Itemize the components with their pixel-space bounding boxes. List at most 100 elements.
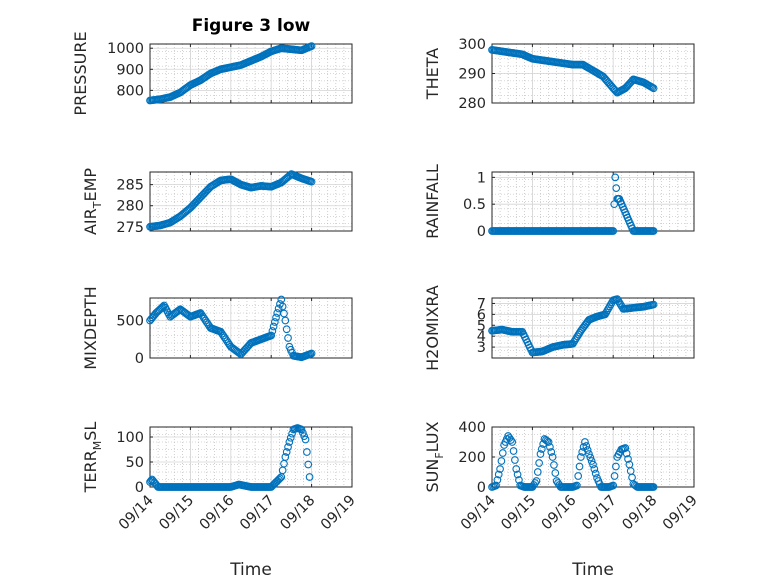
data-point: [298, 428, 307, 437]
data-point: [649, 483, 658, 491]
y-tick-label: 285: [116, 178, 144, 194]
y-tick-label: 280: [458, 96, 486, 112]
data-point: [612, 462, 620, 471]
data-point: [570, 338, 578, 346]
data-point: [282, 325, 291, 334]
data-point: [513, 470, 522, 479]
y-axis-label-subscript: M: [91, 441, 104, 451]
data-point: [529, 481, 538, 489]
data-point: [609, 227, 618, 235]
data-point: [493, 476, 502, 484]
data-point: [307, 42, 316, 50]
data-point: [284, 334, 292, 342]
y-tick-label: 800: [116, 83, 144, 99]
y-axis-label-part: EMP: [81, 168, 100, 202]
x-tick-label: 09/14: [116, 493, 157, 534]
data-point: [649, 300, 658, 309]
data-point: [582, 442, 591, 450]
data-point: [609, 481, 618, 490]
data-point: [498, 449, 507, 457]
data-point: [492, 481, 500, 490]
data-point: [581, 438, 589, 446]
data-point: [577, 453, 585, 461]
data-point: [504, 432, 513, 440]
data-point: [578, 448, 587, 456]
data-point: [157, 303, 166, 312]
y-axis-label-part: SL: [81, 422, 100, 441]
axes-box: [149, 43, 353, 104]
data-point: [535, 459, 543, 467]
data-point: [574, 330, 583, 339]
y-axis-label-part: TERR: [81, 450, 100, 493]
y-tick-label: 0.5: [463, 197, 486, 213]
subplot-sunflux: 0 200 400 SUNFLUX 09/14 09/15 09/16 09/17 09/18 0…: [423, 420, 701, 580]
data-point: [571, 336, 579, 344]
data-point: [614, 297, 623, 305]
data-point: [507, 436, 515, 444]
y-tick-label: 7: [477, 296, 486, 312]
subplot-air_temp: 275 280 285 AIRTEMP: [81, 168, 353, 236]
data-point: [268, 327, 277, 335]
data-point: [274, 475, 283, 484]
data-point: [532, 477, 541, 485]
y-tick-label: 1: [477, 170, 486, 186]
y-tick-label: 400: [458, 420, 486, 436]
subplot-rainfall: 0 0.5 1 RAINFALL: [423, 164, 695, 240]
x-tick-label: 09/15: [156, 493, 197, 534]
x-tick-label: 09/19: [318, 493, 359, 534]
data-point: [624, 455, 632, 463]
data-point: [497, 457, 506, 465]
data-point: [269, 322, 278, 331]
y-tick-label: 0: [477, 480, 486, 496]
data-point: [508, 438, 517, 446]
y-axis-label: MIXDEPTH: [81, 286, 100, 369]
data-point: [536, 450, 545, 458]
data-point: [585, 450, 593, 458]
y-tick-label: 0: [477, 224, 486, 240]
x-tick-label: 09/16: [197, 493, 238, 534]
x-tick-label: 09/16: [539, 493, 580, 534]
data-point: [544, 438, 553, 446]
subplot-terr_msl: 0 50 100 TERRMSL 09/14 09/15 09/16 09/17 09/18 09…: [81, 422, 359, 580]
y-tick-label: 290: [458, 67, 486, 83]
data-point: [548, 453, 557, 461]
data-point: [611, 173, 620, 182]
data-point: [574, 472, 583, 480]
data-point: [546, 443, 554, 451]
x-axis-label: Time: [229, 560, 272, 580]
data-point: [511, 456, 519, 464]
y-tick-label: 0: [135, 480, 144, 496]
data-point: [285, 438, 294, 446]
data-point: [281, 316, 290, 325]
subplot-mixdepth: 0 500 MIXDEPTH: [81, 286, 353, 370]
y-tick-label: 100: [116, 430, 144, 446]
y-axis-label: SUNFLUX: [423, 421, 446, 492]
data-point: [572, 334, 581, 343]
data-point: [621, 444, 630, 452]
y-tick-label: 280: [116, 199, 144, 215]
data-point: [613, 295, 622, 303]
x-tick-label: 09/17: [579, 493, 620, 534]
data-point: [568, 339, 577, 348]
data-point: [297, 425, 306, 434]
y-axis-label: H2OMIXRA: [423, 285, 442, 371]
y-tick-label: 0: [135, 351, 144, 367]
data-point: [505, 434, 514, 442]
data-point: [554, 479, 562, 487]
data-point: [591, 469, 600, 478]
data-point: [649, 227, 658, 235]
y-axis-label-part: SUN: [423, 459, 442, 493]
y-tick-label: 500: [116, 314, 144, 330]
x-tick-label: 09/19: [660, 493, 701, 534]
data-point: [278, 302, 287, 311]
data-point: [628, 473, 636, 482]
x-tick-label: 09/18: [278, 493, 319, 534]
data-point: [649, 84, 658, 93]
data-point: [303, 448, 311, 456]
data-point: [587, 457, 596, 465]
y-axis-label-part: LUX: [423, 421, 442, 452]
x-axis-label: Time: [571, 560, 614, 580]
y-axis-label-subscript: F: [433, 452, 446, 458]
